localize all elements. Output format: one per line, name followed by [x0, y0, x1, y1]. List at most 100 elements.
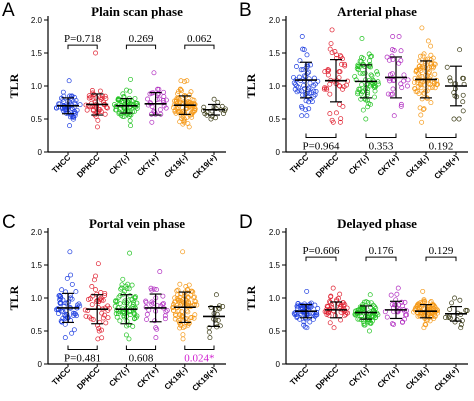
y-tick-label: 0.5	[269, 327, 281, 336]
data-point	[456, 116, 462, 122]
bracket-line	[425, 133, 457, 138]
panel-b: B Arterial phase TLR 0 0.5 1.0 1.5 2.0 THCC DPHCC…	[239, 0, 468, 181]
data-point	[86, 93, 92, 99]
data-point	[361, 322, 367, 328]
data-point	[304, 52, 310, 58]
data-point	[175, 287, 181, 293]
group-ck19pos: CK19(+)	[433, 47, 467, 181]
data-point	[172, 316, 178, 322]
data-point	[405, 77, 411, 83]
data-point	[434, 77, 440, 83]
data-point	[208, 116, 214, 122]
data-point	[74, 107, 80, 113]
data-point	[452, 93, 458, 99]
data-point	[299, 104, 304, 109]
data-point	[193, 299, 199, 305]
data-point	[158, 111, 164, 117]
data-point	[327, 91, 333, 97]
data-point	[327, 81, 333, 87]
data-point	[216, 303, 222, 309]
data-point	[420, 53, 426, 59]
data-point	[428, 52, 434, 58]
y-tick-label: 0.5	[31, 115, 43, 124]
data-point	[132, 108, 137, 114]
data-point	[299, 34, 305, 39]
data-point	[96, 298, 102, 304]
data-point	[338, 317, 344, 323]
data-point	[464, 308, 470, 313]
data-point	[154, 326, 160, 332]
data-point	[67, 249, 73, 255]
data-point	[187, 92, 193, 98]
data-point	[344, 305, 350, 311]
data-point	[401, 78, 407, 84]
category-label: CK7(+)	[376, 153, 401, 178]
data-point	[325, 68, 331, 74]
data-point	[132, 311, 137, 317]
data-point	[415, 313, 421, 319]
data-point	[447, 78, 453, 84]
data-point	[181, 118, 187, 124]
data-point	[399, 85, 405, 91]
comparison-bracket: 0.129	[425, 245, 457, 262]
data-point	[58, 318, 64, 324]
group-ck7pos: CK7(+)	[135, 269, 170, 390]
group-thcc: THCC	[50, 249, 83, 387]
data-point	[422, 78, 428, 83]
category-label: DPHCC	[75, 153, 102, 180]
comparison-bracket: 0.062	[184, 33, 215, 50]
data-point	[460, 92, 466, 98]
p-value-label: 0.129	[429, 245, 454, 257]
data-point	[186, 101, 192, 107]
data-point	[73, 289, 79, 295]
y-tick-label: 0	[38, 148, 43, 157]
data-point	[152, 318, 158, 324]
data-point	[182, 79, 188, 85]
data-point	[457, 47, 463, 53]
data-point	[121, 113, 127, 119]
y-tick-label: 1.0	[269, 82, 281, 91]
p-value-label: P=0.964	[302, 140, 340, 152]
data-point	[358, 91, 364, 97]
comparison-bracket: P=0.718	[64, 33, 102, 50]
data-point	[304, 113, 310, 119]
data-point	[148, 285, 154, 291]
y-tick-label: 2.0	[31, 228, 43, 237]
data-point	[339, 61, 344, 67]
y-tick-label: 1.5	[269, 261, 281, 270]
data-point	[119, 285, 125, 291]
group-ck7neg: CK7(-)	[107, 250, 140, 388]
data-point	[394, 291, 400, 297]
data-point	[389, 53, 395, 59]
data-point	[371, 314, 376, 320]
data-point	[100, 297, 106, 303]
y-tick-label: 1.5	[31, 49, 43, 58]
data-point	[147, 91, 153, 97]
y-tick-label: 2.0	[31, 16, 43, 25]
p-value-label: P=0.481	[64, 352, 101, 364]
data-point	[402, 316, 407, 322]
category-label: DPHCC	[314, 153, 341, 180]
group-thcc: THCC	[288, 34, 321, 175]
data-point	[460, 99, 466, 105]
data-point	[192, 312, 198, 318]
data-point	[415, 301, 421, 307]
data-point	[151, 70, 157, 76]
data-point	[76, 301, 82, 307]
category-label: CK19(-)	[163, 365, 190, 392]
data-point	[421, 106, 427, 112]
data-point	[357, 86, 363, 92]
data-point	[302, 312, 308, 318]
category-label: THCC	[50, 153, 72, 175]
data-point	[421, 297, 427, 303]
data-point	[98, 290, 104, 295]
y-axis-label: TLR	[7, 285, 21, 310]
data-point	[336, 69, 342, 75]
data-point	[359, 36, 365, 41]
data-point	[71, 327, 77, 333]
data-point	[62, 335, 68, 341]
data-point	[419, 96, 425, 102]
p-value-label: 0.176	[369, 245, 394, 257]
data-point	[360, 71, 366, 77]
group-ck7pos: CK7(+)	[135, 70, 169, 178]
